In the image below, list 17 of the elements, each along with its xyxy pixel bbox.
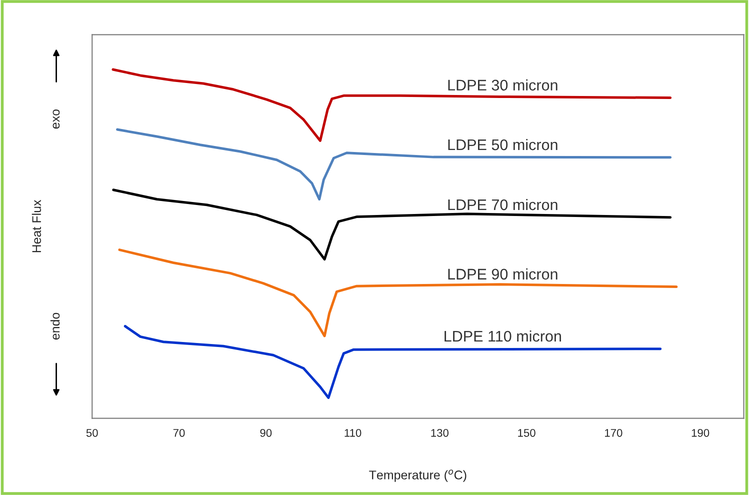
series-label: LDPE 70 micron — [448, 198, 558, 210]
x-tick-label: 110 — [344, 428, 362, 437]
x-tick-label: 130 — [431, 428, 448, 437]
y-axis-title: Heat Flux — [32, 200, 42, 252]
series-label: LDPE 90 micron — [448, 268, 558, 280]
text: exo — [52, 109, 60, 129]
series-label: LDPE 50 micron — [448, 138, 558, 150]
x-axis-title: Temperature ($^{o}$C) — [369, 470, 466, 482]
x-tick-label: 190 — [692, 428, 710, 437]
text: endo — [50, 312, 60, 340]
x-tick-label: 150 — [518, 428, 536, 437]
x-tick-label: 170 — [605, 428, 622, 437]
x-tick-label: 70 — [173, 428, 185, 437]
x-tick-label: 50 — [86, 428, 98, 437]
series-label: LDPE 30 micron — [448, 79, 558, 91]
x-tick-label: 90 — [260, 428, 272, 437]
series-label: LDPE 110 micron — [444, 330, 561, 342]
